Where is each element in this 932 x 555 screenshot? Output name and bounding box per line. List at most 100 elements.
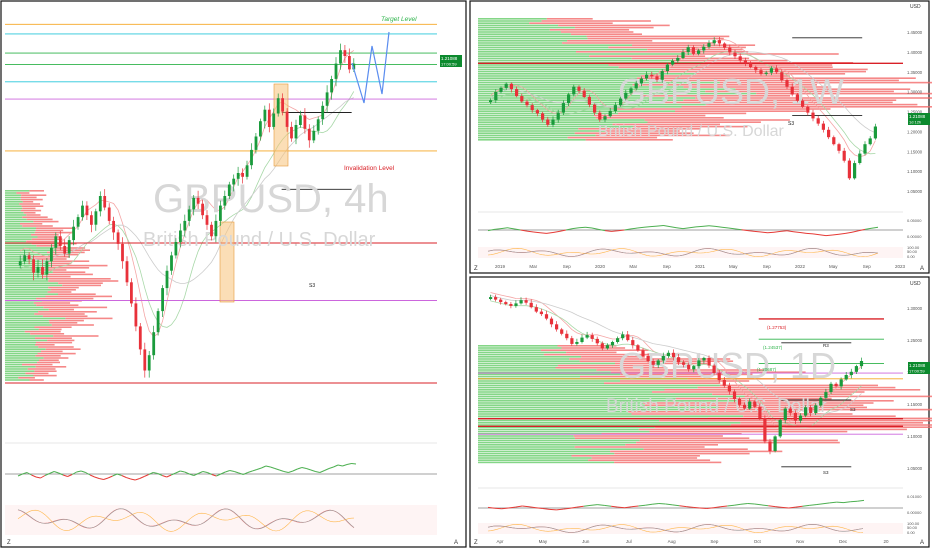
profile-bar-buy [5,370,34,372]
candle-body [601,343,604,348]
profile-bar-buy [5,357,44,359]
candle-body [611,342,614,345]
profile-bar-buy [478,132,575,134]
profile-bar-buy [5,366,36,368]
candle-body [723,380,726,386]
profile-bar-buy [478,84,633,86]
panel-1w-auto-scale[interactable]: A [920,266,924,272]
panel-4h-auto-scale[interactable]: A [454,540,458,546]
profile-bar-sell [36,298,93,300]
candle-body [551,120,554,125]
candle-body [183,221,186,231]
profile-bar-buy [478,453,614,455]
panel-1d-auto-scale[interactable]: A [920,540,924,546]
candle-body [661,71,664,80]
time-axis-tick: Sep [763,264,772,269]
profile-bar-buy [478,25,558,27]
profile-bar-sell [592,457,698,459]
osc-axis-tick: 0.00 [907,254,916,259]
candle-body [645,75,648,79]
profile-bar-sell [596,117,724,119]
candle-body [555,324,558,329]
profile-bar-buy [478,47,608,49]
profile-bar-sell [26,241,57,243]
profile-bar-buy [5,344,35,346]
profile-bar-buy [5,379,30,381]
profile-bar-sell [27,219,53,221]
candle-body [188,209,191,221]
candle-body [520,300,523,303]
candle-body [657,360,660,364]
profile-bar-sell [48,280,118,282]
oscillator-segment [700,508,707,509]
time-axis-tick: Mar [529,264,537,269]
osc-axis-tick: 0.00000 [907,510,922,515]
profile-bar-buy [5,289,51,291]
candle-body [708,358,711,366]
candle-body [41,267,44,275]
candle-body [541,113,544,119]
candle-body [545,314,548,318]
oscillator-segment [657,226,664,227]
candle-body [596,339,599,343]
candle-body [530,303,533,307]
profile-bar-sell [33,221,58,223]
candle-body [631,340,634,345]
profile-bar-sell [587,36,730,38]
candle-body [819,398,822,406]
candle-body [103,196,106,208]
panel-1w-price-tag-time: 1d 12h [909,120,921,125]
profile-bar-sell [35,326,72,328]
profile-bar-buy [5,298,36,300]
candle-body [135,303,138,326]
oscillator-segment [352,464,357,465]
time-axis-tick: Jun [582,539,590,544]
panel-1d-zoom-z[interactable]: Z [474,540,478,546]
candle-body [650,75,653,77]
panel-1w[interactable]: GBPUSD, 1W British Pound / U.S. Dollar S… [470,1,932,273]
candle-body [806,107,809,113]
candle-body [515,89,518,96]
panel-4h-s3-label: S3 [309,283,315,289]
profile-bar-sell [58,293,96,295]
profile-bar-sell [740,422,923,424]
candle-body [811,113,814,119]
candle-body [687,365,690,369]
candle-body [95,211,98,224]
price-axis-tick: 1.30000 [907,306,923,311]
panel-4h-zoom-z[interactable]: Z [7,540,11,546]
candle-body [23,255,26,261]
time-axis-tick: Sep [663,264,672,269]
profile-bar-sell [34,313,84,315]
candle-body [697,360,700,366]
profile-bar-sell [18,377,35,379]
profile-bar-sell [36,366,66,368]
profile-bar-sell [48,291,72,293]
candle-body [54,236,57,248]
profile-bar-sell [35,344,55,346]
candle-body [848,161,851,179]
oscillator-segment [748,504,755,505]
profile-bar-buy [478,53,692,55]
panel-1d-axis-currency: USD [910,281,921,287]
candle-body [268,110,271,127]
profile-bar-buy [5,205,22,207]
profile-bar-sell [35,355,60,357]
panel-1d[interactable]: GBPUSD, 1D British Pound / U.S. Dollar (… [470,277,932,547]
candle-body [677,357,680,362]
panel-4h[interactable]: GBPUSD, 4h British Pound / U.S. Dollar T… [1,1,466,547]
profile-bar-buy [478,435,574,437]
panel-1w-zoom-z[interactable]: Z [474,266,478,272]
profile-bar-buy [5,377,18,379]
candle-body [624,93,627,99]
candle-body [540,312,543,315]
profile-bar-sell [567,40,652,42]
profile-bar-buy [5,197,21,199]
profile-bar-buy [5,219,27,221]
profile-bar-buy [478,356,581,358]
oscillator-segment [782,507,789,508]
profile-bar-buy [5,194,21,196]
profile-bar-buy [5,245,36,247]
candle-body [738,399,741,405]
